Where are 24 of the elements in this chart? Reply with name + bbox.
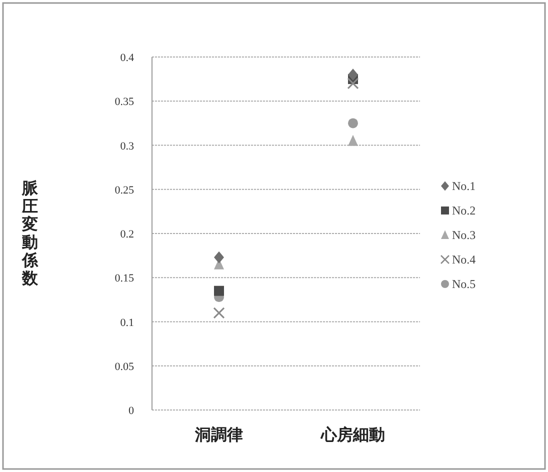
point <box>347 78 359 90</box>
x-tick-label: 心房細動 <box>320 425 385 444</box>
legend-label: No.1 <box>452 179 476 193</box>
legend-label: No.3 <box>452 228 476 242</box>
y-tick-label: 0.4 <box>120 52 134 64</box>
y-tick-label: 0.2 <box>120 228 134 240</box>
point <box>214 286 224 296</box>
y-tick-label: 0.15 <box>114 272 134 285</box>
y-tick-label: 0.35 <box>114 96 134 108</box>
y-axis-title: 脈圧変動係数 <box>21 178 39 288</box>
y-tick-label: 0.3 <box>120 140 134 152</box>
legend-label: No.5 <box>452 277 476 291</box>
y-tick-label: 0.05 <box>114 360 134 373</box>
point <box>213 307 225 319</box>
y-tick-label: 0.25 <box>114 184 134 196</box>
point <box>348 134 358 146</box>
legend-label: No.2 <box>452 204 476 218</box>
x-tick-label: 洞調律 <box>194 425 243 444</box>
point <box>348 118 358 128</box>
legend-label: No.4 <box>452 252 476 266</box>
y-tick-label: 0.1 <box>120 316 134 329</box>
y-tick-label: 0 <box>128 405 134 417</box>
point <box>348 68 358 81</box>
point <box>214 251 224 264</box>
